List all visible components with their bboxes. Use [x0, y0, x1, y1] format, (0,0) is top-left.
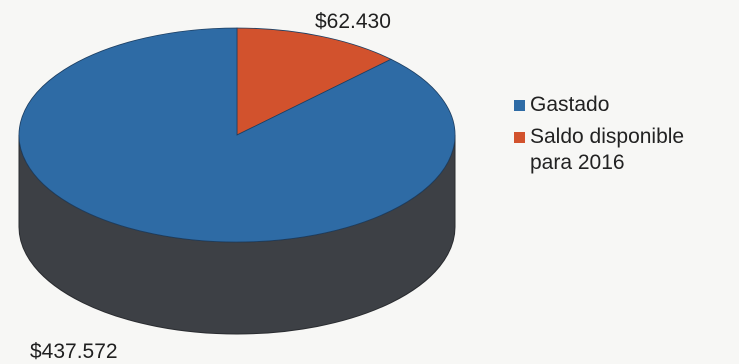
legend-item-saldo: Saldo disponible para 2016 [514, 124, 730, 176]
legend: Gastado Saldo disponible para 2016 [514, 92, 730, 182]
slice-label-saldo: $62.430 [315, 10, 391, 33]
legend-label: Saldo disponible para 2016 [530, 125, 685, 174]
legend-item-gastado: Gastado [514, 92, 730, 118]
legend-swatch-gastado [514, 100, 525, 111]
legend-label: Gastado [530, 93, 610, 116]
pie-slice-saldo [236, 27, 392, 136]
pie-slice-gastado [18, 27, 456, 243]
slice-label-gastado: $437.572 [30, 340, 118, 363]
legend-swatch-saldo [514, 132, 525, 143]
pie-top-face [18, 27, 456, 243]
